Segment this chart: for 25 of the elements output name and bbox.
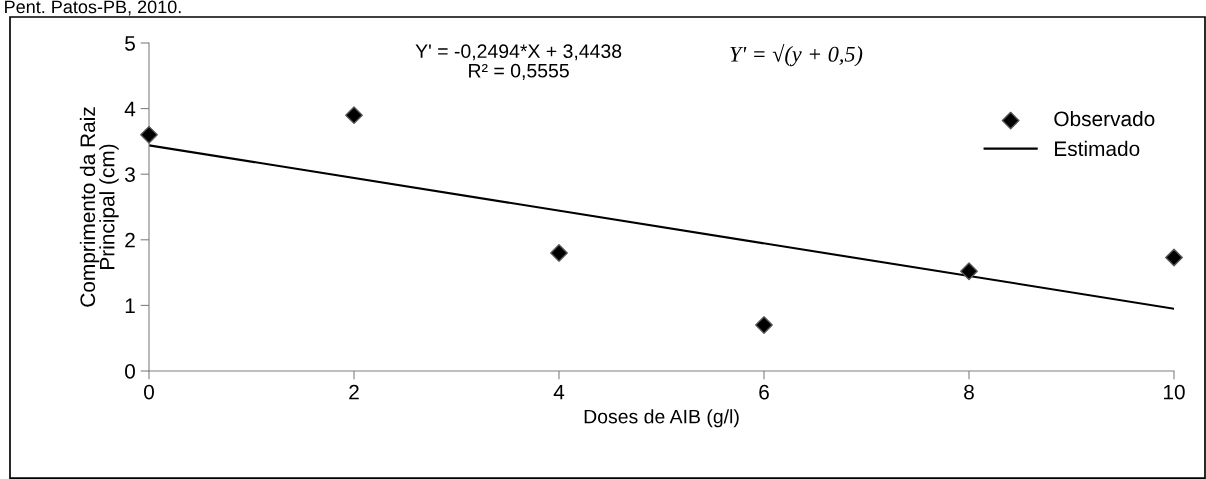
point xyxy=(140,125,158,144)
text: Pent. Patos-PB, 2010. xyxy=(5,0,181,16)
x-tick-label: 10 xyxy=(1164,384,1185,400)
annotation: Y' = √(y + 0,5) xyxy=(730,43,863,67)
y-tick-label: 5 xyxy=(125,36,135,51)
y-tick-label: 3 xyxy=(125,167,135,182)
y-tick-label: 2 xyxy=(125,232,135,248)
y-tick-label: 4 xyxy=(124,101,136,117)
legend-label: Estimado xyxy=(1055,140,1140,157)
x-tick-label: 8 xyxy=(964,384,974,400)
point xyxy=(960,262,978,281)
y-tick-label: 1 xyxy=(125,298,135,313)
point xyxy=(1165,248,1183,267)
x-axis-title: Doses de AIB (g/l) xyxy=(584,409,739,428)
legend-label: Observado xyxy=(1054,110,1155,127)
point xyxy=(755,316,773,334)
point xyxy=(550,244,568,262)
x-tick-label: 6 xyxy=(759,384,769,400)
y-axis-title: Comprimento da Raiz Principal (cm) xyxy=(79,107,119,307)
x-tick-label: 4 xyxy=(553,384,565,400)
x-tick-label: 0 xyxy=(144,384,154,400)
annotation: Y' = -0,2494*X + 3,4438 R² = 0,5555 xyxy=(415,44,622,80)
point xyxy=(345,106,363,125)
y-tick-label: 0 xyxy=(125,364,135,379)
x-tick-label: 2 xyxy=(349,384,359,400)
